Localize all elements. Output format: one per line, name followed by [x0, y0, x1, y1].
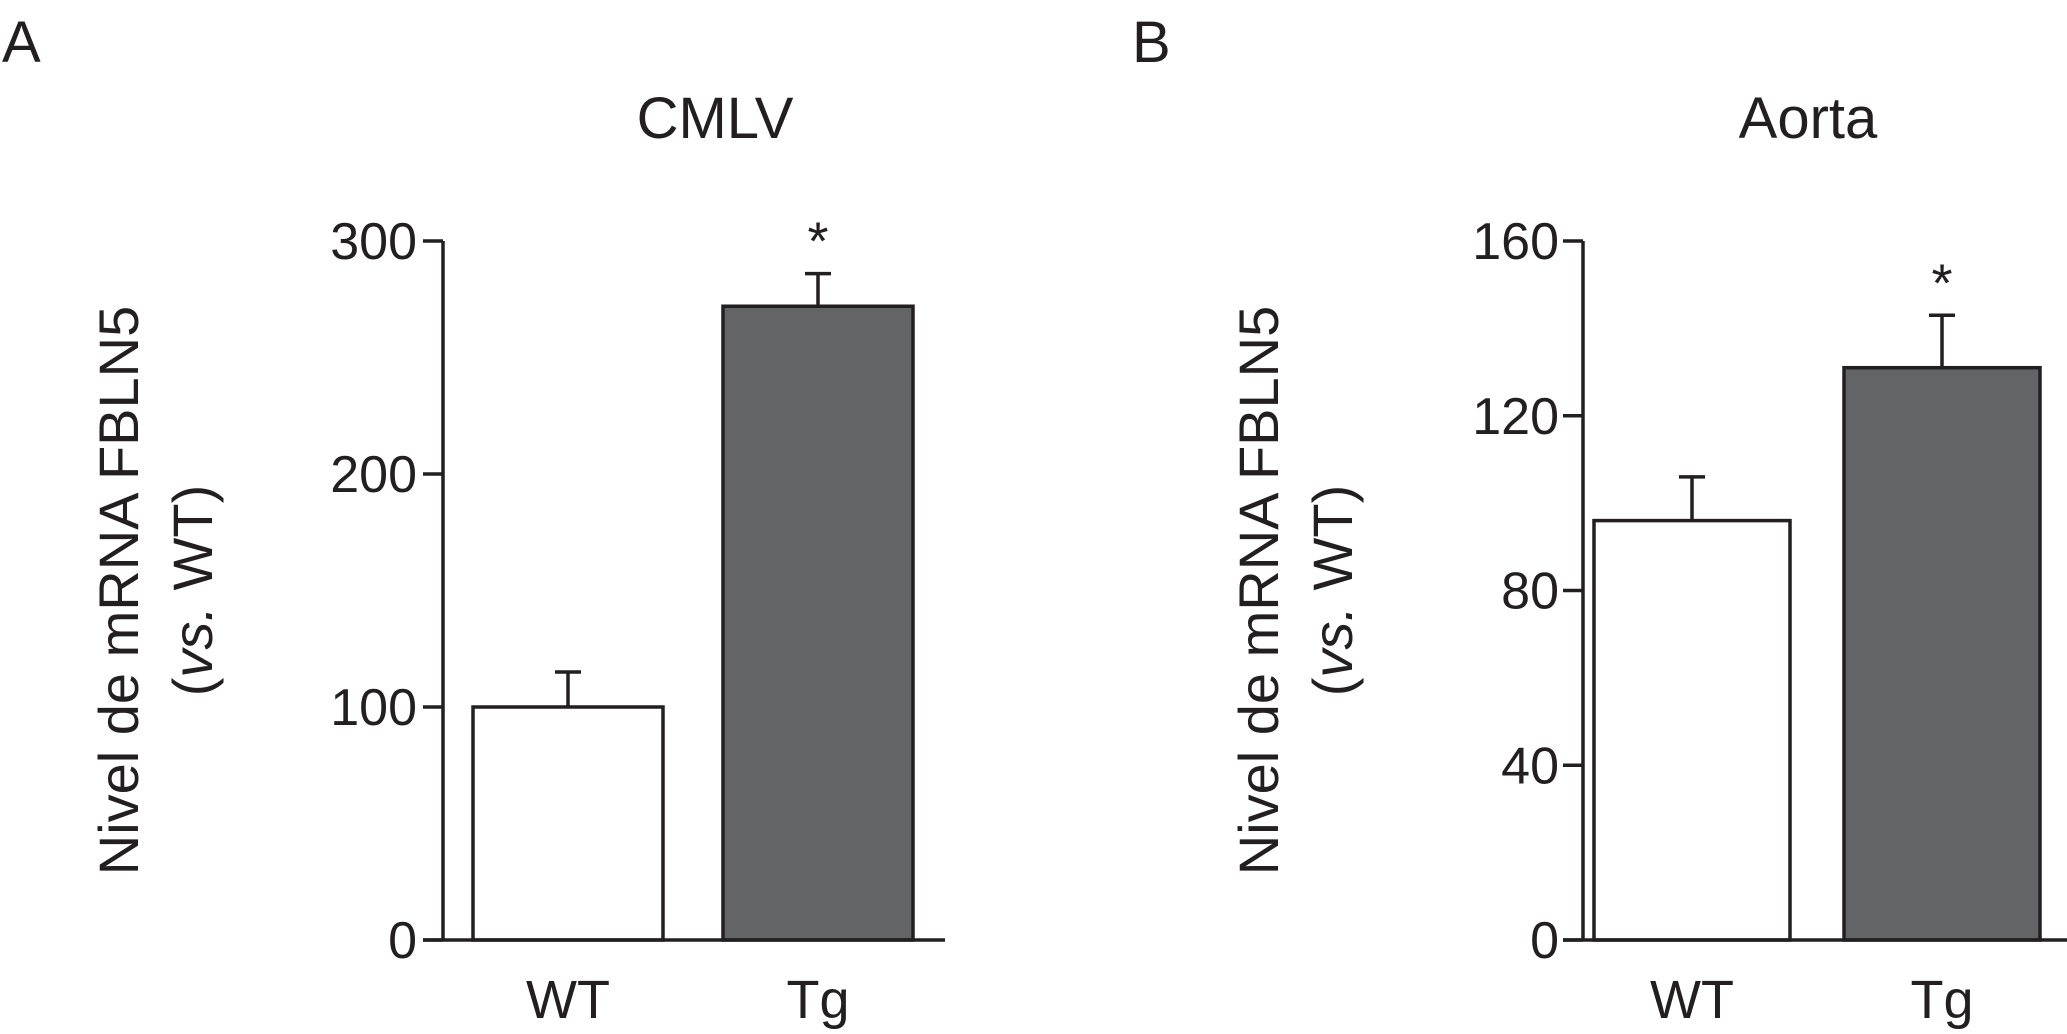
y-axis-label-vs: vs.	[161, 606, 224, 678]
chart-title: Aorta	[1739, 86, 1878, 151]
bar-wt	[1592, 518, 1792, 942]
y-tick-label: 0	[388, 912, 417, 970]
y-tick-label: 120	[1472, 388, 1559, 446]
y-axis-label: Nivel de mRNA FBLN5 (vs. WT)	[1227, 306, 1364, 876]
error-bar-wt	[555, 670, 581, 707]
chart-title: CMLV	[637, 86, 794, 151]
bar-wt	[471, 705, 665, 942]
significance-marker: *	[1931, 253, 1952, 313]
x-tick-label: Tg	[1910, 970, 1973, 1030]
y-tick-label: 300	[330, 213, 417, 271]
bar-tg	[1842, 365, 2042, 942]
y-axis-label-open-paren: (	[161, 677, 224, 696]
x-tick-label: Tg	[786, 970, 849, 1030]
bar-tg	[721, 304, 915, 942]
y-tick-label: 200	[330, 446, 417, 504]
significance-marker: *	[807, 212, 828, 272]
y-axis-label-line2: (vs. WT)	[161, 485, 224, 697]
x-tick-label: WT	[526, 970, 610, 1030]
x-tick-label: WT	[1650, 970, 1734, 1030]
y-axis-label: Nivel de mRNA FBLN5 (vs. WT)	[87, 306, 224, 876]
y-tick-label: 160	[1472, 213, 1559, 271]
y-axis-label-line1: Nivel de mRNA FBLN5	[87, 306, 150, 876]
error-bar-tg	[805, 271, 831, 307]
error-bar-tg	[1929, 313, 1955, 368]
y-axis-label-line1: Nivel de mRNA FBLN5	[1227, 306, 1290, 876]
panel-letter: B	[1132, 10, 1171, 75]
y-tick-label: 80	[1501, 563, 1559, 621]
panel-letter: A	[2, 10, 41, 75]
y-tick-label: 0	[1530, 912, 1559, 970]
y-tick-label: 40	[1501, 737, 1559, 795]
y-axis-label-wt: WT)	[161, 485, 224, 606]
y-axis-label-open-paren: (	[1301, 677, 1364, 696]
y-axis-label-vs: vs.	[1301, 606, 1364, 678]
y-tick-label: 100	[330, 679, 417, 737]
error-bar-wt	[1679, 475, 1705, 521]
y-axis-label-wt: WT)	[1301, 485, 1364, 606]
y-axis-label-line2: (vs. WT)	[1301, 485, 1364, 697]
